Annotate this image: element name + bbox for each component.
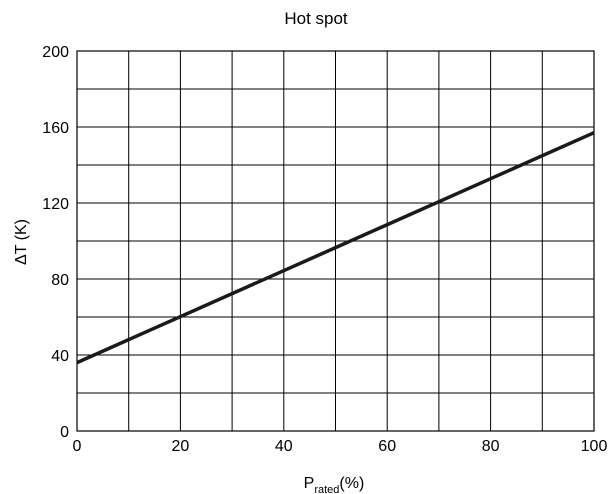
grid — [76, 50, 595, 432]
x-tick-labels: 0 20 40 60 80 100 — [73, 438, 608, 455]
y-tick-label: 40 — [51, 348, 69, 365]
x-tick-label: 20 — [172, 438, 190, 455]
x-tick-label: 60 — [378, 438, 396, 455]
y-tick-label: 200 — [42, 44, 69, 61]
y-tick-label: 120 — [42, 196, 69, 213]
x-axis-label-suffix: (%) — [339, 475, 364, 492]
x-axis-label-main: P — [304, 475, 315, 492]
x-tick-label: 80 — [482, 438, 500, 455]
plot-frame — [76, 50, 595, 432]
y-tick-labels: 0 40 80 120 160 200 — [42, 44, 69, 441]
series-line — [76, 131, 595, 365]
y-tick-label: 160 — [42, 120, 69, 137]
chart-title: Hot spot — [284, 9, 348, 28]
y-tick-label: 80 — [51, 272, 69, 289]
series-group — [76, 131, 595, 365]
x-tick-label: 40 — [275, 438, 293, 455]
x-tick-label: 0 — [73, 438, 82, 455]
x-axis-label: Prated(%) — [304, 475, 365, 494]
x-axis-label-subscript: rated — [314, 484, 339, 494]
x-tick-label: 100 — [581, 438, 608, 455]
y-tick-label: 0 — [60, 424, 69, 441]
y-axis-label: ΔT (K) — [13, 219, 30, 265]
